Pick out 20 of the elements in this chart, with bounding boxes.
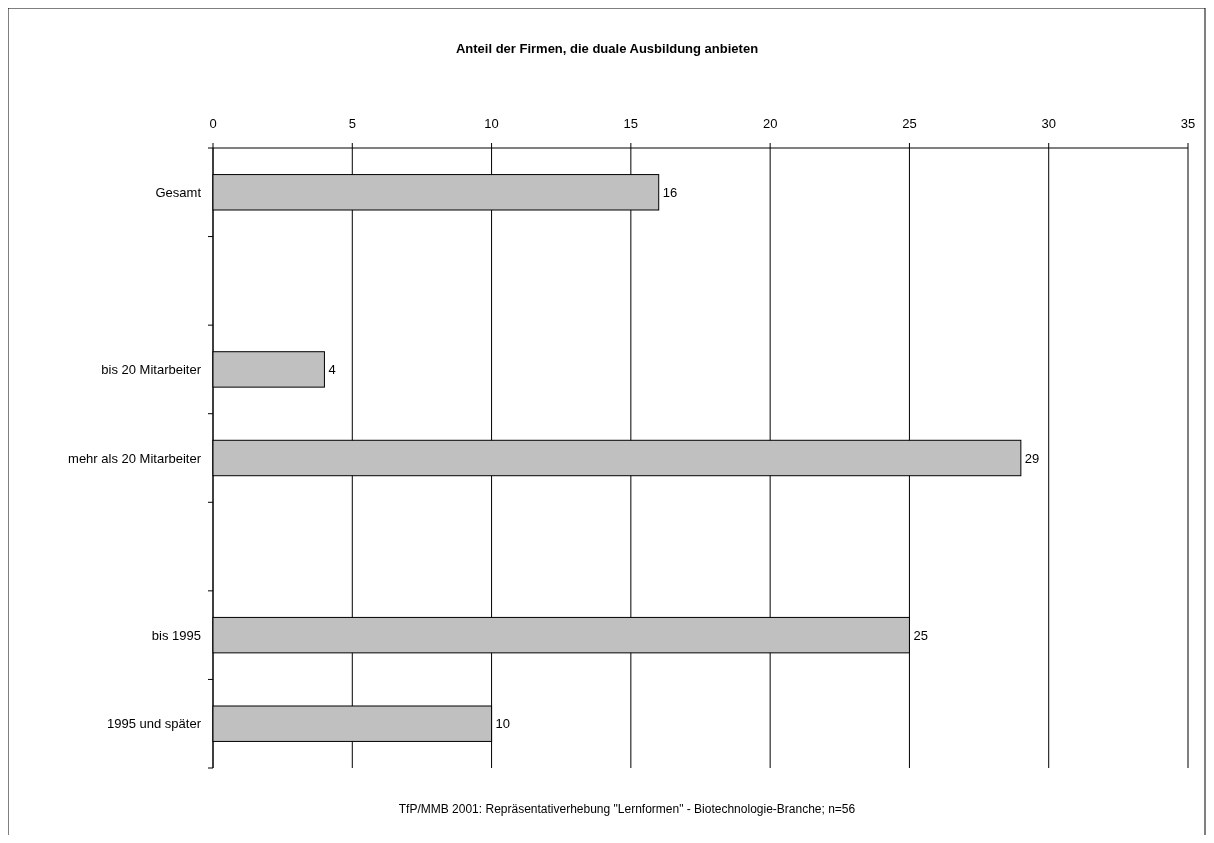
x-tick-label: 5: [348, 116, 356, 131]
y-tick-label: Gesamt: [155, 184, 202, 200]
x-tick-label: 0: [209, 116, 217, 131]
x-tick-label: 10: [484, 116, 499, 131]
x-tick-label: 30: [1041, 116, 1056, 131]
x-tick-label: 25: [902, 116, 917, 131]
y-tick-label: mehr als 20 Mitarbeiter: [68, 450, 202, 466]
x-tick-label: 20: [762, 116, 778, 131]
data-label: 10: [495, 716, 511, 732]
y-tick-label: bis 20 Mitarbeiter: [101, 361, 202, 377]
y-tick-label: 1995 und später: [107, 716, 202, 732]
data-label: 25: [913, 627, 928, 643]
data-label: 4: [328, 361, 336, 377]
data-label: 16: [662, 184, 678, 200]
y-tick-label: bis 1995: [151, 627, 201, 643]
data-label: 29: [1024, 450, 1040, 466]
x-tick-label: 15: [623, 116, 639, 131]
text: TfP/MMB 2001: Repräsentativerhebung "Lernformen" - Biotechnologie-Branche; n=56: [398, 802, 856, 816]
chart-title: Anteil der Firmen, die duale Ausbildung anbieten: [455, 41, 759, 56]
x-tick-label: 35: [1180, 116, 1196, 131]
